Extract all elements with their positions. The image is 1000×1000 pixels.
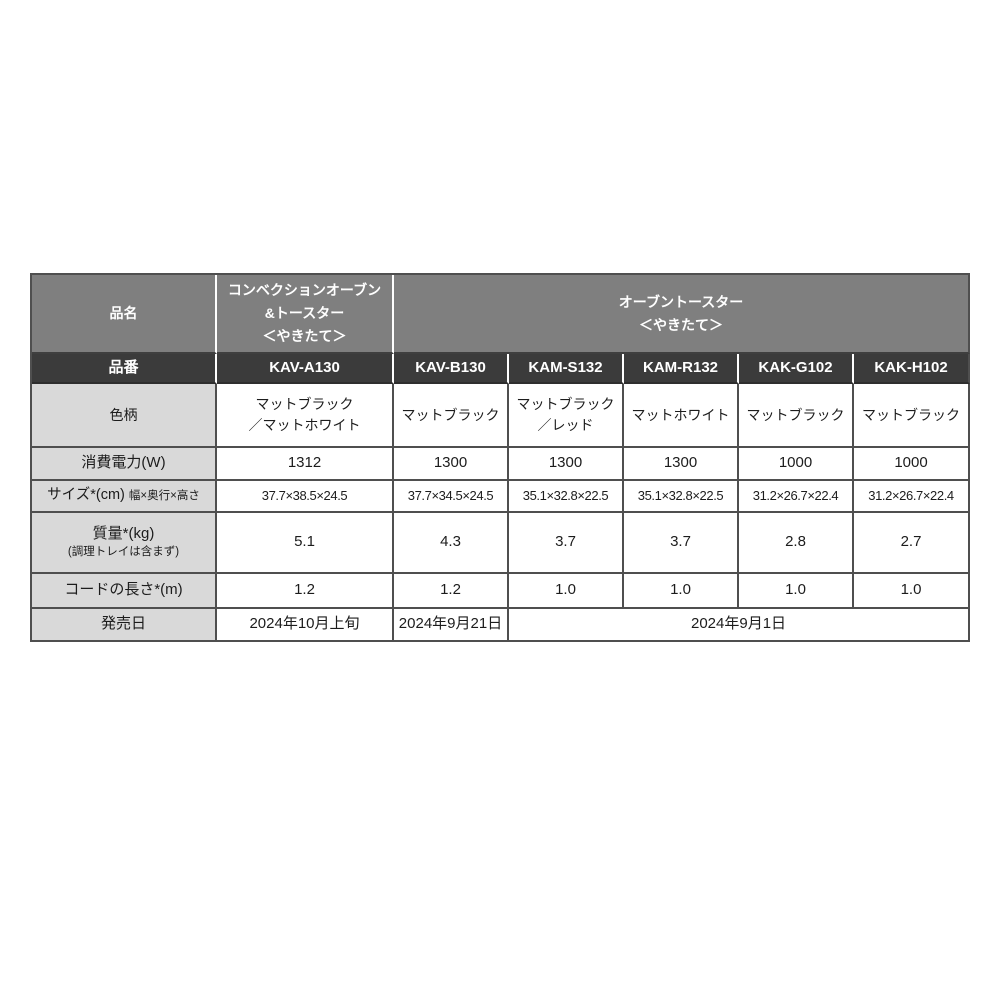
spec-row-release-date: 発売日 2024年10月上旬 2024年9月21日 2024年9月1日: [32, 609, 971, 642]
weight-value-cell: 2.8: [739, 513, 854, 574]
weight-value-cell: 3.7: [509, 513, 624, 574]
release-date-cell: 2024年10月上旬: [217, 609, 394, 642]
size-value-cell: 37.7×38.5×24.5: [217, 481, 394, 513]
spec-row-power: 消費電力(W) 1312 1300 1300 1300 1000 1000: [32, 448, 971, 481]
cord-value-cell: 1.0: [854, 574, 971, 609]
color-value-cell: マットブラック: [394, 384, 509, 448]
oven-toaster-group-cell: オーブントースター ＜やきたて＞: [394, 275, 971, 354]
spec-label-power: 消費電力(W): [32, 448, 217, 481]
spec-row-size: サイズ*(cm) 幅×奥行×高さ 37.7×38.5×24.5 37.7×34.…: [32, 481, 971, 513]
power-value-cell: 1312: [217, 448, 394, 481]
spec-label-color: 色柄: [32, 384, 217, 448]
model-number-header: 品番: [32, 354, 217, 384]
spec-row-weight: 質量*(kg) (調理トレイは含まず) 5.1 4.3 3.7 3.7 2.8 …: [32, 513, 971, 574]
release-date-cell: 2024年9月21日: [394, 609, 509, 642]
weight-value-cell: 5.1: [217, 513, 394, 574]
weight-value-cell: 3.7: [624, 513, 739, 574]
spec-row-cord-length: コードの長さ*(m) 1.2 1.2 1.0 1.0 1.0 1.0: [32, 574, 971, 609]
color-value-cell: マットブラック: [739, 384, 854, 448]
size-value-cell: 31.2×26.7×22.4: [854, 481, 971, 513]
power-value-cell: 1300: [394, 448, 509, 481]
power-value-cell: 1300: [624, 448, 739, 481]
cord-value-cell: 1.0: [739, 574, 854, 609]
model-cell-kav-a130: KAV-A130: [217, 354, 394, 384]
model-cell-kav-b130: KAV-B130: [394, 354, 509, 384]
color-value-cell: マットブラック ／マットホワイト: [217, 384, 394, 448]
power-value-cell: 1300: [509, 448, 624, 481]
product-name-header: 品名: [32, 275, 217, 354]
spec-label-size-main: サイズ*(cm): [47, 487, 125, 504]
size-value-cell: 35.1×32.8×22.5: [624, 481, 739, 513]
spec-label-size-sub: 幅×奥行×高さ: [128, 490, 200, 503]
spec-label-release-date: 発売日: [32, 609, 217, 642]
product-spec-table: 品名 コンベクションオーブン &トースター ＜やきたて＞ オーブントースター ＜…: [30, 273, 971, 642]
size-value-cell: 35.1×32.8×22.5: [509, 481, 624, 513]
size-value-cell: 37.7×34.5×24.5: [394, 481, 509, 513]
model-cell-kak-h102: KAK-H102: [854, 354, 971, 384]
model-number-row: 品番 KAV-A130 KAV-B130 KAM-S132 KAM-R132 K…: [32, 354, 971, 384]
weight-value-cell: 2.7: [854, 513, 971, 574]
spec-row-color: 色柄 マットブラック ／マットホワイト マットブラック マットブラック ／レッド…: [32, 384, 971, 448]
cord-value-cell: 1.0: [509, 574, 624, 609]
product-name-row: 品名 コンベクションオーブン &トースター ＜やきたて＞ オーブントースター ＜…: [32, 275, 971, 354]
model-cell-kak-g102: KAK-G102: [739, 354, 854, 384]
cord-value-cell: 1.2: [394, 574, 509, 609]
power-value-cell: 1000: [739, 448, 854, 481]
spec-label-cord-length: コードの長さ*(m): [32, 574, 217, 609]
convection-oven-group-cell: コンベクションオーブン &トースター ＜やきたて＞: [217, 275, 394, 354]
color-value-cell: マットホワイト: [624, 384, 739, 448]
spec-label-weight-sub: (調理トレイは含まず): [67, 546, 180, 559]
size-value-cell: 31.2×26.7×22.4: [739, 481, 854, 513]
color-value-cell: マットブラック: [854, 384, 971, 448]
cord-value-cell: 1.2: [217, 574, 394, 609]
spec-label-weight: 質量*(kg) (調理トレイは含まず): [32, 513, 217, 574]
power-value-cell: 1000: [854, 448, 971, 481]
spec-label-size: サイズ*(cm) 幅×奥行×高さ: [32, 481, 217, 513]
spec-label-weight-main: 質量*(kg): [92, 525, 155, 543]
release-date-cell-merged: 2024年9月1日: [509, 609, 971, 642]
cord-value-cell: 1.0: [624, 574, 739, 609]
model-cell-kam-r132: KAM-R132: [624, 354, 739, 384]
color-value-cell: マットブラック ／レッド: [509, 384, 624, 448]
model-cell-kam-s132: KAM-S132: [509, 354, 624, 384]
weight-value-cell: 4.3: [394, 513, 509, 574]
